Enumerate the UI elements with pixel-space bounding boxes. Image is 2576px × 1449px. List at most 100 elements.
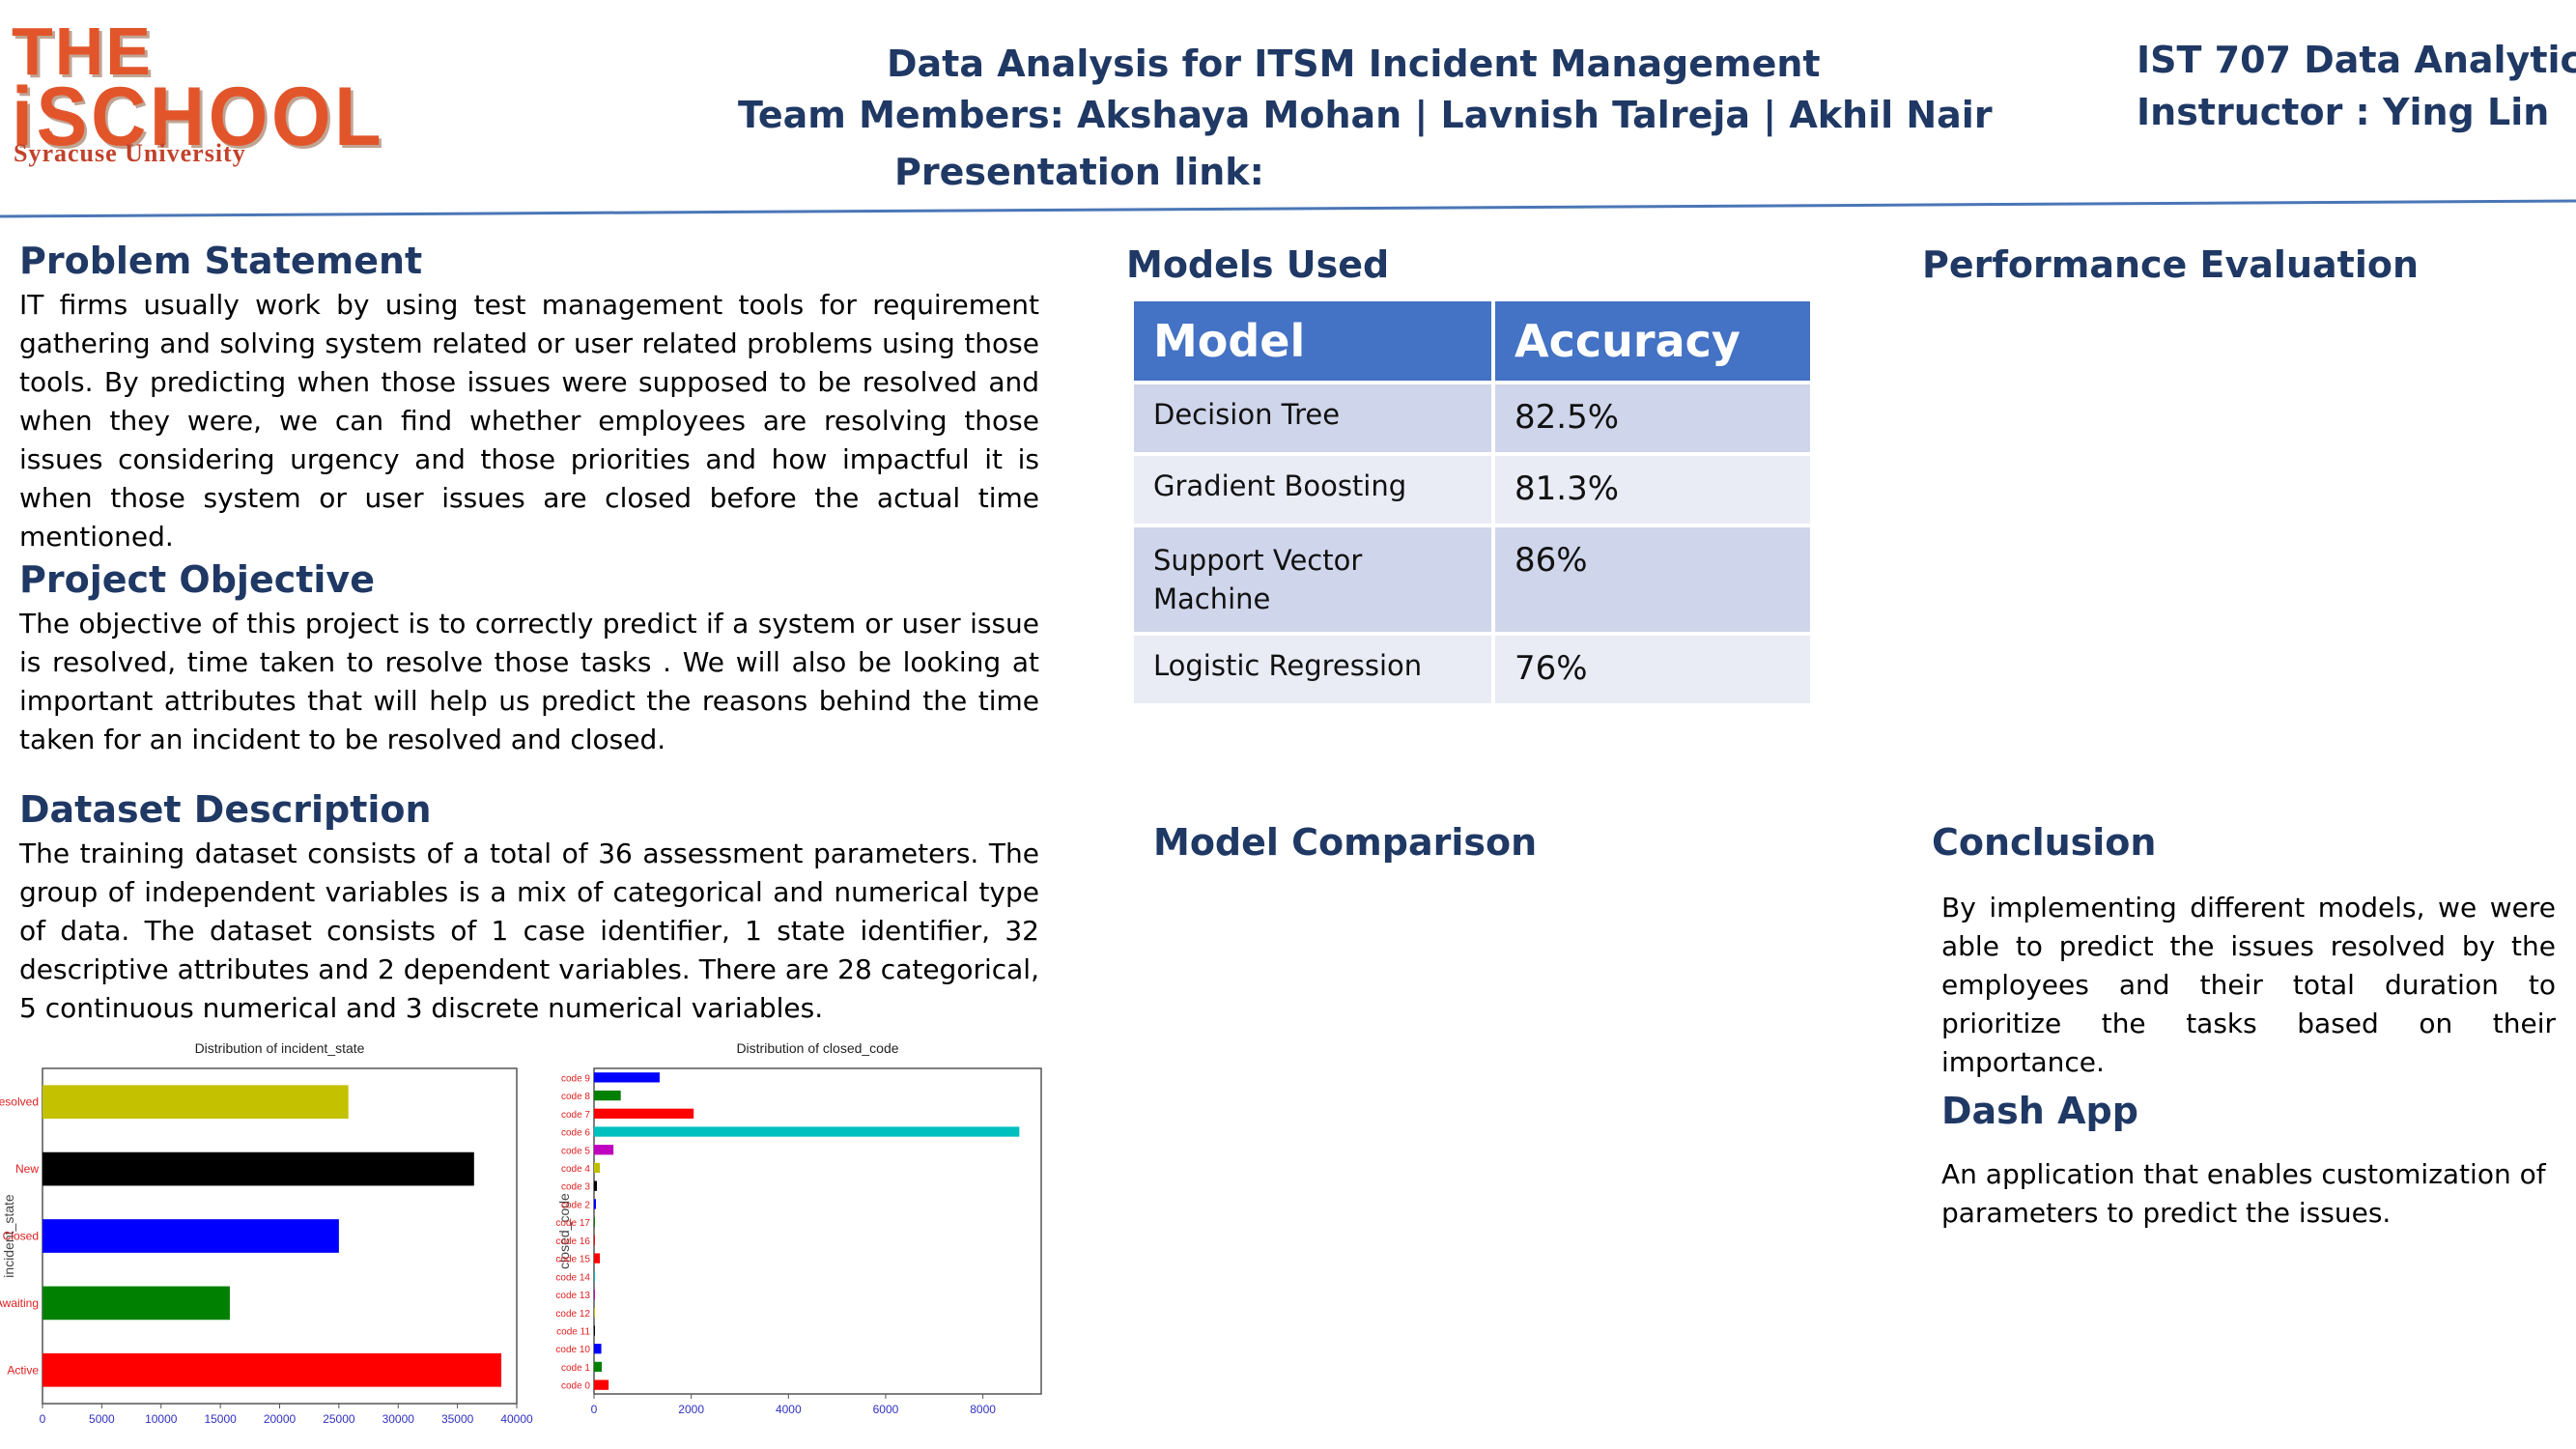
y-tick-label: code 5 xyxy=(561,1146,590,1156)
y-tick-label: code 1 xyxy=(561,1363,590,1374)
bar-code-5 xyxy=(594,1145,614,1155)
y-tick-label: code 9 xyxy=(561,1073,590,1084)
problem-statement-heading: Problem Statement xyxy=(19,240,423,282)
model-name-cell: Logistic Regression xyxy=(1130,632,1495,707)
presentation-link[interactable]: Presentation link: xyxy=(894,151,1264,193)
accuracy-column-header: Accuracy xyxy=(1491,298,1814,384)
y-tick-label: Active xyxy=(7,1363,39,1377)
accuracy-cell: 81.3% xyxy=(1491,452,1814,527)
x-tick-label: 20000 xyxy=(264,1412,297,1426)
plot-frame xyxy=(593,1067,1042,1395)
y-tick-label: Closed xyxy=(3,1230,39,1243)
model-name-cell: Decision Tree xyxy=(1130,381,1495,456)
y-tick-label: code 12 xyxy=(555,1309,590,1320)
y-tick-label: code 6 xyxy=(561,1128,590,1139)
bar-code-0 xyxy=(594,1379,609,1390)
x-tick-label: 0 xyxy=(591,1403,598,1416)
bar-code-4 xyxy=(594,1162,601,1174)
models-used-heading: Models Used xyxy=(1126,243,1390,286)
accuracy-cell: 82.5% xyxy=(1491,381,1814,456)
chart-title: Distribution of incident_state xyxy=(195,1040,365,1056)
project-objective-text: The objective of this project is to corr… xyxy=(19,608,1039,755)
x-tick-label: 40000 xyxy=(500,1412,533,1426)
accuracy-cell: 86% xyxy=(1491,524,1814,636)
model-name-cell: Gradient Boosting xyxy=(1130,452,1495,527)
table-row: Logistic Regression 76% xyxy=(1130,632,1814,707)
table-header-row: Model Accuracy xyxy=(1130,298,1814,384)
bar-code-2 xyxy=(594,1199,597,1209)
y-tick-label: code 3 xyxy=(561,1182,590,1193)
y-tick-label: code 14 xyxy=(555,1272,590,1283)
x-tick-label: 0 xyxy=(40,1412,46,1426)
y-axis-label: incident_state xyxy=(1,1194,16,1278)
bar-resolved xyxy=(42,1085,349,1120)
model-comparison-heading: Model Comparison xyxy=(1153,821,1538,864)
x-tick-label: 5000 xyxy=(89,1412,115,1426)
dataset-description-heading: Dataset Description xyxy=(19,788,432,831)
bar-code-7 xyxy=(594,1108,694,1119)
x-tick-label: 2000 xyxy=(678,1403,704,1416)
table-row: Support Vector Machine 86% xyxy=(1130,524,1814,636)
model-name-cell: Support Vector Machine xyxy=(1130,524,1495,636)
project-objective-heading: Project Objective xyxy=(19,558,375,601)
poster-title: Data Analysis for ITSM Incident Manageme… xyxy=(887,43,1821,85)
table-row: Decision Tree 82.5% xyxy=(1130,381,1814,456)
x-tick-label: 8000 xyxy=(970,1403,996,1416)
bar-new xyxy=(42,1151,474,1186)
y-tick-label: Awaiting xyxy=(0,1296,39,1310)
closed-code-chart: Distribution of closed_code closed_code co… xyxy=(555,1032,1058,1442)
bar-code-10 xyxy=(594,1344,602,1354)
bar-code-14 xyxy=(594,1271,596,1282)
y-axis-label: closed_code xyxy=(556,1193,572,1269)
bar-code-9 xyxy=(594,1072,660,1083)
y-tick-label: code 2 xyxy=(561,1200,590,1210)
y-tick-label: code 17 xyxy=(555,1218,590,1229)
bar-code-11 xyxy=(594,1325,596,1336)
dash-app-heading: Dash App xyxy=(1941,1090,2138,1132)
x-tick-label: 10000 xyxy=(145,1412,178,1426)
x-tick-label: 15000 xyxy=(204,1412,237,1426)
models-accuracy-table: Model Accuracy Decision Tree 82.5% Gradi… xyxy=(1130,298,1814,707)
closed-code-chart-svg: Distribution of closed_codeclosed_codeco… xyxy=(555,1040,1042,1416)
team-members: Team Members: Akshaya Mohan | Lavnish Ta… xyxy=(738,94,1993,136)
y-tick-label: code 10 xyxy=(555,1345,590,1355)
accuracy-cell: 76% xyxy=(1491,632,1814,707)
bar-code-16 xyxy=(594,1235,596,1246)
x-tick-label: 4000 xyxy=(776,1403,802,1416)
x-tick-label: 35000 xyxy=(441,1412,474,1426)
y-tick-label: code 4 xyxy=(561,1164,590,1175)
instructor-name: Instructor : Ying Lin xyxy=(2137,91,2550,133)
x-tick-label: 6000 xyxy=(873,1403,899,1416)
model-column-header: Model xyxy=(1130,298,1495,384)
bar-code-15 xyxy=(594,1253,601,1264)
bar-code-3 xyxy=(594,1180,598,1191)
y-tick-label: code 13 xyxy=(555,1291,590,1301)
bar-code-12 xyxy=(594,1307,596,1318)
bar-code-17 xyxy=(594,1216,596,1228)
y-tick-label: code 11 xyxy=(556,1326,590,1337)
y-tick-label: code 0 xyxy=(561,1381,590,1392)
bar-code-6 xyxy=(594,1126,1020,1137)
incident-state-chart-svg: Distribution of incident_state incident_s… xyxy=(0,1040,533,1426)
bar-code-1 xyxy=(594,1361,603,1373)
bar-active xyxy=(42,1352,502,1387)
logo-the-text: THE xyxy=(12,14,153,89)
logo-university-text: Syracuse University xyxy=(14,139,246,167)
ischool-logo: THE iSCHOOL Syracuse University xyxy=(12,14,382,166)
y-tick-label: code 7 xyxy=(561,1110,590,1121)
x-tick-label: 25000 xyxy=(323,1412,355,1426)
chart-title: Distribution of closed_code xyxy=(736,1040,898,1056)
dash-app-text: An application that enables customizatio… xyxy=(1941,1158,2546,1229)
performance-evaluation-heading: Performance Evaluation xyxy=(1922,243,2420,286)
table-row: Gradient Boosting 81.3% xyxy=(1130,452,1814,527)
course-name: IST 707 Data Analytics xyxy=(2137,39,2576,81)
conclusion-text: By implementing different models, we wer… xyxy=(1941,892,2556,1078)
logo-ischool-text: iSCHOOL xyxy=(12,71,385,163)
dataset-description-text: The training dataset consists of a total… xyxy=(19,838,1039,1024)
y-tick-label: code 15 xyxy=(555,1255,590,1265)
y-tick-label: Resolved xyxy=(0,1095,39,1109)
y-tick-label: code 8 xyxy=(561,1092,590,1102)
bar-code-8 xyxy=(594,1090,621,1101)
x-tick-label: 30000 xyxy=(382,1412,415,1426)
incident-state-chart: Distribution of incident_state incident_s… xyxy=(0,1032,541,1442)
